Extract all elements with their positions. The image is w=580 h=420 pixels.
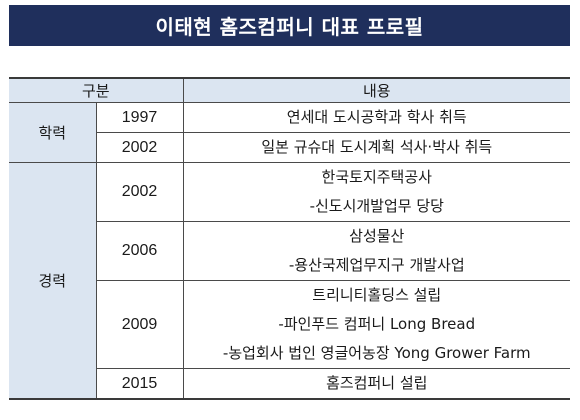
content-cell: 일본 규슈대 도시계획 석사·박사 취득 <box>182 132 570 163</box>
profile-table: 구분 내용 학력 1997 연세대 도시공학과 학사 취득 2002 일본 규슈… <box>9 77 570 400</box>
year-cell: 2015 <box>96 368 184 400</box>
content-line: 한국토지주택공사 <box>321 168 432 186</box>
content-line: -농업회사 법인 영글어농장 Yong Grower Farm <box>222 344 531 362</box>
content-cell: 트리니티홀딩스 설립 -파인푸드 컴퍼니 Long Bread -농업회사 법인… <box>182 280 570 369</box>
content-cell: 한국토지주택공사 -신도시개발업무 당당 <box>182 162 570 222</box>
content-cell: 홈즈컴퍼니 설립 <box>182 368 570 400</box>
content-line: 일본 규슈대 도시계획 석사·박사 취득 <box>261 138 493 156</box>
table-header-row: 구분 내용 <box>9 77 570 103</box>
page-title: 이태현 홈즈컴퍼니 대표 프로필 <box>155 15 424 39</box>
table-row: 2015 홈즈컴퍼니 설립 <box>9 368 570 400</box>
header-category: 구분 <box>9 77 184 103</box>
table-row: 2002 일본 규슈대 도시계획 석사·박사 취득 <box>9 132 570 163</box>
year-cell: 2009 <box>96 280 184 369</box>
year-cell: 2002 <box>95 162 184 222</box>
year-cell: 2002 <box>96 132 184 163</box>
table-row: 경력 2002 한국토지주택공사 -신도시개발업무 당당 <box>9 162 570 400</box>
content-line: 삼성물산 <box>349 227 405 245</box>
table-row: 2009 트리니티홀딩스 설립 -파인푸드 컴퍼니 Long Bread -농업… <box>9 280 570 369</box>
content-line: -파인푸드 컴퍼니 Long Bread <box>278 315 476 333</box>
category-education: 학력 <box>9 102 97 163</box>
table-row: 학력 1997 연세대 도시공학과 학사 취득 <box>9 102 570 163</box>
year-cell: 1997 <box>95 102 184 133</box>
category-career: 경력 <box>9 162 97 400</box>
content-line: 연세대 도시공학과 학사 취득 <box>286 108 467 126</box>
header-content: 내용 <box>182 77 570 103</box>
content-line: -신도시개발업무 당당 <box>309 197 444 215</box>
year-cell: 2006 <box>96 221 184 281</box>
content-line: 홈즈컴퍼니 설립 <box>326 374 428 392</box>
content-cell: 삼성물산 -용산국제업무지구 개발사업 <box>182 221 570 281</box>
profile-title-bar: 이태현 홈즈컴퍼니 대표 프로필 <box>9 5 570 46</box>
content-line: -용산국제업무지구 개발사업 <box>288 256 465 274</box>
content-line: 트리니티홀딩스 설립 <box>312 286 442 304</box>
content-cell: 연세대 도시공학과 학사 취득 <box>182 102 570 133</box>
